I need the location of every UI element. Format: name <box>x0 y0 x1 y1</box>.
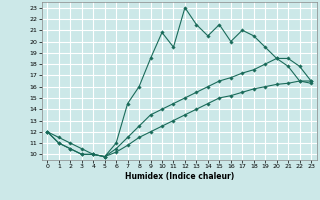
X-axis label: Humidex (Indice chaleur): Humidex (Indice chaleur) <box>124 172 234 181</box>
